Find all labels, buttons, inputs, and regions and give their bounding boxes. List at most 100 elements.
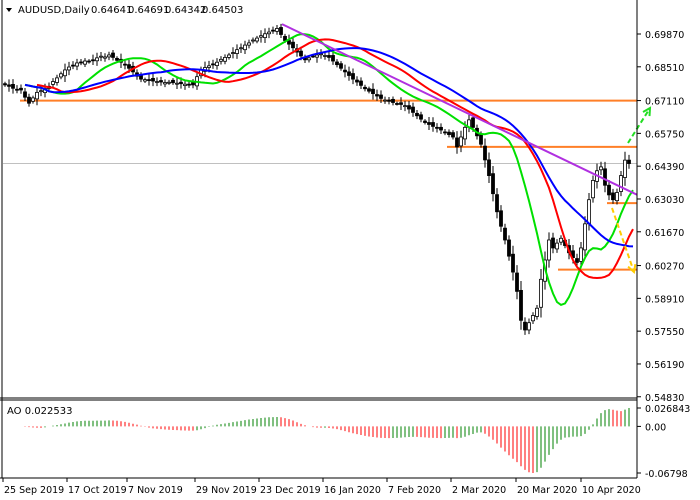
bear-candle-body [439,126,443,131]
forecast-arrow-head [627,264,637,275]
candle [275,25,279,35]
trendline[interactable] [281,23,638,196]
bear-candle-body [415,112,419,117]
forecast-arrow-shaft [627,107,651,144]
bull-candle-body [527,322,531,331]
ao-tick-label: -0.06798 [645,469,688,480]
candle [371,83,375,100]
candle [443,128,447,136]
bear-candle-body [331,55,335,62]
bull-candle-body [143,79,147,82]
bull-candle-body [459,136,463,147]
bear-candle-body [419,114,423,120]
bull-candle-body [591,180,595,199]
bear-candle-body [11,84,15,89]
candle [327,51,331,62]
bull-candle-body [99,55,103,58]
candle [579,242,583,268]
symbol-timeframe: AUDUSD,Daily [18,5,90,16]
bull-candle-body [247,42,251,46]
bear-candle-body [327,55,331,58]
bear-candle-body [451,132,455,138]
bull-candle-body [383,99,387,102]
bear-candle-body [23,91,27,98]
candle [359,77,363,90]
candle [159,76,163,86]
bull-candle-body [55,77,59,83]
bull-candle-body [51,81,55,85]
ohlc-high: 0.64691 [128,5,169,16]
candle [171,78,175,85]
candle [63,63,67,82]
bear-candle-body [519,289,523,321]
candle [271,26,275,34]
candle [623,151,627,186]
candle [407,100,411,114]
candle [531,312,535,325]
bear-candle-body [123,63,127,66]
date-tick-label: 7 Feb 2020 [388,485,441,496]
bear-candle-body [111,52,115,58]
bull-candle-body [275,28,279,32]
bull-candle-body [223,56,227,62]
bear-candle-body [371,88,375,94]
bear-candle-body [359,80,363,86]
bear-candle-body [479,134,483,145]
candle [231,47,235,59]
bull-candle-body [163,82,167,85]
price-tick-label: 0.57550 [645,327,684,338]
candle [71,61,75,70]
bull-candle-body [539,278,543,308]
candle [391,96,395,106]
bear-candle-body [27,96,31,104]
candle [435,123,439,133]
bear-candle-body [367,88,371,92]
bear-candle-body [427,122,431,125]
bear-candle-body [471,117,475,128]
candle [411,102,415,117]
candle [175,77,179,89]
bear-candle-body [603,168,607,186]
candle [167,79,171,85]
bull-candle-body [63,69,67,77]
candle [55,74,59,86]
candle [59,71,63,80]
candle [419,111,423,123]
bull-candle-body [67,66,71,71]
bear-candle-body [355,79,359,83]
candle [511,245,515,281]
candle [399,97,403,110]
candle [503,223,507,245]
bear-candle-body [511,253,515,273]
candle [35,85,39,106]
bull-candle-body [559,237,563,243]
candle [19,84,23,94]
candle [27,93,31,107]
candle [415,110,419,120]
bear-candle-body [347,71,351,76]
bull-candle-body [235,49,239,54]
date-tick-label: 23 Dec 2019 [260,485,321,496]
candle [79,59,83,66]
bull-candle-body [59,73,63,78]
bear-candle-body [455,137,459,148]
candle [15,85,19,94]
candle [431,117,435,132]
candle [83,58,87,68]
candle [183,79,187,90]
bear-candle-body [211,63,215,66]
collapse-triangle-icon[interactable] [6,8,12,12]
bear-candle-body [191,82,195,86]
bull-candle-body [615,192,619,202]
bear-candle-body [7,84,11,87]
bear-candle-body [575,258,579,263]
candle [551,232,555,254]
candle [7,79,11,92]
bull-candle-body [75,62,79,67]
price-tick-label: 0.58910 [645,294,684,305]
bear-candle-body [363,86,367,90]
candle [343,64,347,78]
bear-candle-body [491,173,495,195]
ohlc-low: 0.64342 [165,5,206,16]
